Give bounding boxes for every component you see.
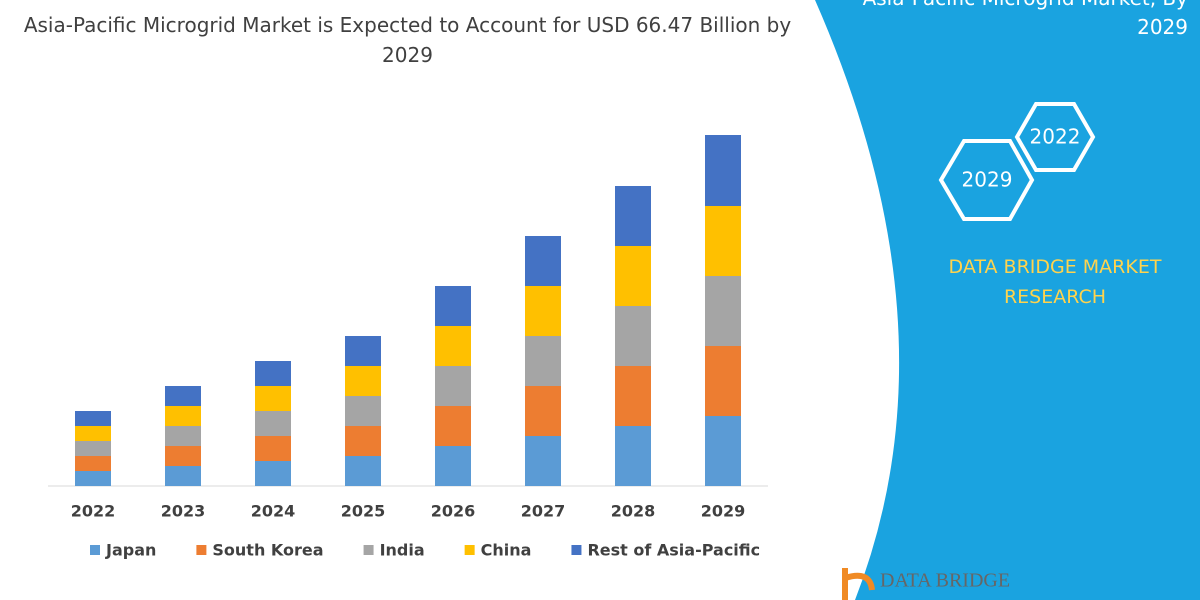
legend-swatch: [90, 545, 100, 555]
bar-segment: [165, 466, 201, 486]
bar-segment: [435, 406, 471, 446]
legend-label: Rest of Asia-Pacific: [587, 541, 760, 560]
hexagon: [938, 139, 1035, 221]
bar-segment: [525, 436, 561, 486]
legend-swatch: [196, 545, 207, 555]
bar-segment: [345, 336, 381, 366]
bar-segment: [525, 236, 561, 286]
bar-segment: [75, 456, 111, 471]
legend-swatch: [363, 545, 374, 555]
bar-segment: [75, 441, 111, 456]
x-tick-label: 2028: [611, 502, 656, 521]
bar-segment: [345, 396, 381, 426]
bar-segment: [345, 426, 381, 456]
bar-segment: [615, 306, 651, 366]
hexagon-label: 2022: [1030, 125, 1081, 149]
bar-segment: [615, 426, 651, 486]
bar-segment: [345, 456, 381, 486]
bar-segment: [255, 411, 291, 436]
bar-segment: [705, 416, 741, 486]
hexagon: [1014, 102, 1096, 172]
bar-segment: [705, 135, 741, 206]
legend-swatch: [571, 545, 582, 555]
bar-segment: [165, 386, 201, 406]
x-tick-label: 2027: [521, 502, 566, 521]
legend-label: China: [481, 541, 532, 560]
x-tick-label: 2023: [161, 502, 206, 521]
chart-title: Asia-Pacific Microgrid Market is Expecte…: [23, 13, 792, 67]
bar-segment: [435, 366, 471, 406]
legend-swatch: [464, 545, 475, 555]
bar-segment: [705, 276, 741, 346]
bar-segment: [75, 426, 111, 441]
brand-text: DATA BRIDGE MARKET RESEARCH: [948, 256, 1162, 308]
legend-label: India: [380, 541, 425, 560]
bar-segment: [255, 436, 291, 461]
bar-segment: [75, 411, 111, 426]
panel-heading: Asia-Pacific Microgrid Market, By 2029: [863, 0, 1188, 39]
bar-segment: [255, 361, 291, 386]
bar-segment: [615, 186, 651, 246]
bar-segment: [435, 326, 471, 366]
bar-segment: [255, 461, 291, 486]
bar-segment: [705, 346, 741, 416]
x-tick-label: 2025: [341, 502, 386, 521]
logo-text: DATA BRIDGE: [880, 570, 1010, 592]
hexagon-label: 2029: [962, 168, 1013, 192]
bar-segment: [615, 366, 651, 426]
x-tick-label: 2024: [251, 502, 296, 521]
bar-segment: [525, 286, 561, 336]
x-tick-label: 2022: [71, 502, 116, 521]
bar-segment: [345, 366, 381, 396]
bar-segment: [525, 336, 561, 386]
side-panel: [815, 0, 1200, 600]
bar-segment: [525, 386, 561, 436]
bar-segment: [705, 206, 741, 276]
bar-segment: [165, 426, 201, 446]
bar-segment: [435, 446, 471, 486]
x-tick-label: 2029: [701, 502, 746, 521]
logo-icon: [842, 568, 875, 600]
bar-segment: [615, 246, 651, 306]
bar-segment: [75, 471, 111, 486]
bar-segment: [435, 286, 471, 326]
bar-segment: [165, 446, 201, 466]
x-tick-label: 2026: [431, 502, 476, 521]
legend-label: Japan: [105, 541, 156, 560]
bar-segment: [165, 406, 201, 426]
legend-label: South Korea: [212, 541, 323, 560]
bar-segment: [255, 386, 291, 411]
